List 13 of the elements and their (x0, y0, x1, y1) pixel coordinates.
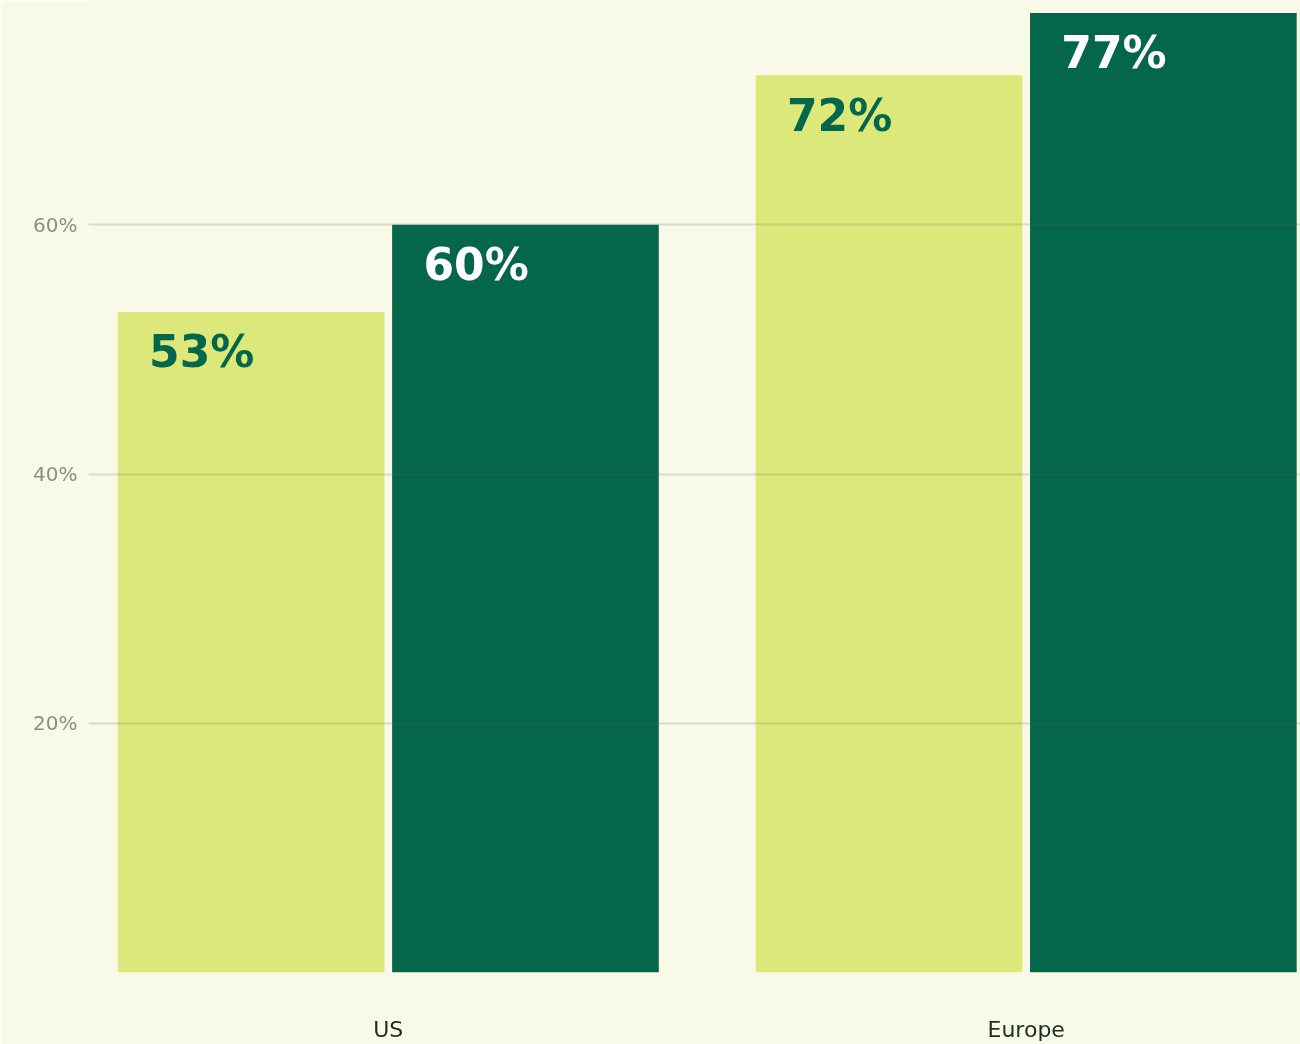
x-tick-label: Europe (987, 1016, 1065, 1042)
x-tick-label: US (373, 1016, 404, 1042)
data-label: 53% (149, 326, 255, 378)
data-label: 77% (1061, 27, 1167, 79)
y-tick-label: 40% (33, 462, 78, 487)
bar (392, 224, 659, 973)
bar (755, 75, 1023, 973)
y-tick-label: 20% (33, 711, 78, 736)
data-label: 72% (786, 89, 893, 141)
bar (117, 312, 385, 973)
bar (1030, 12, 1297, 973)
data-label: 60% (423, 239, 529, 291)
y-tick-label: 60% (33, 212, 78, 237)
